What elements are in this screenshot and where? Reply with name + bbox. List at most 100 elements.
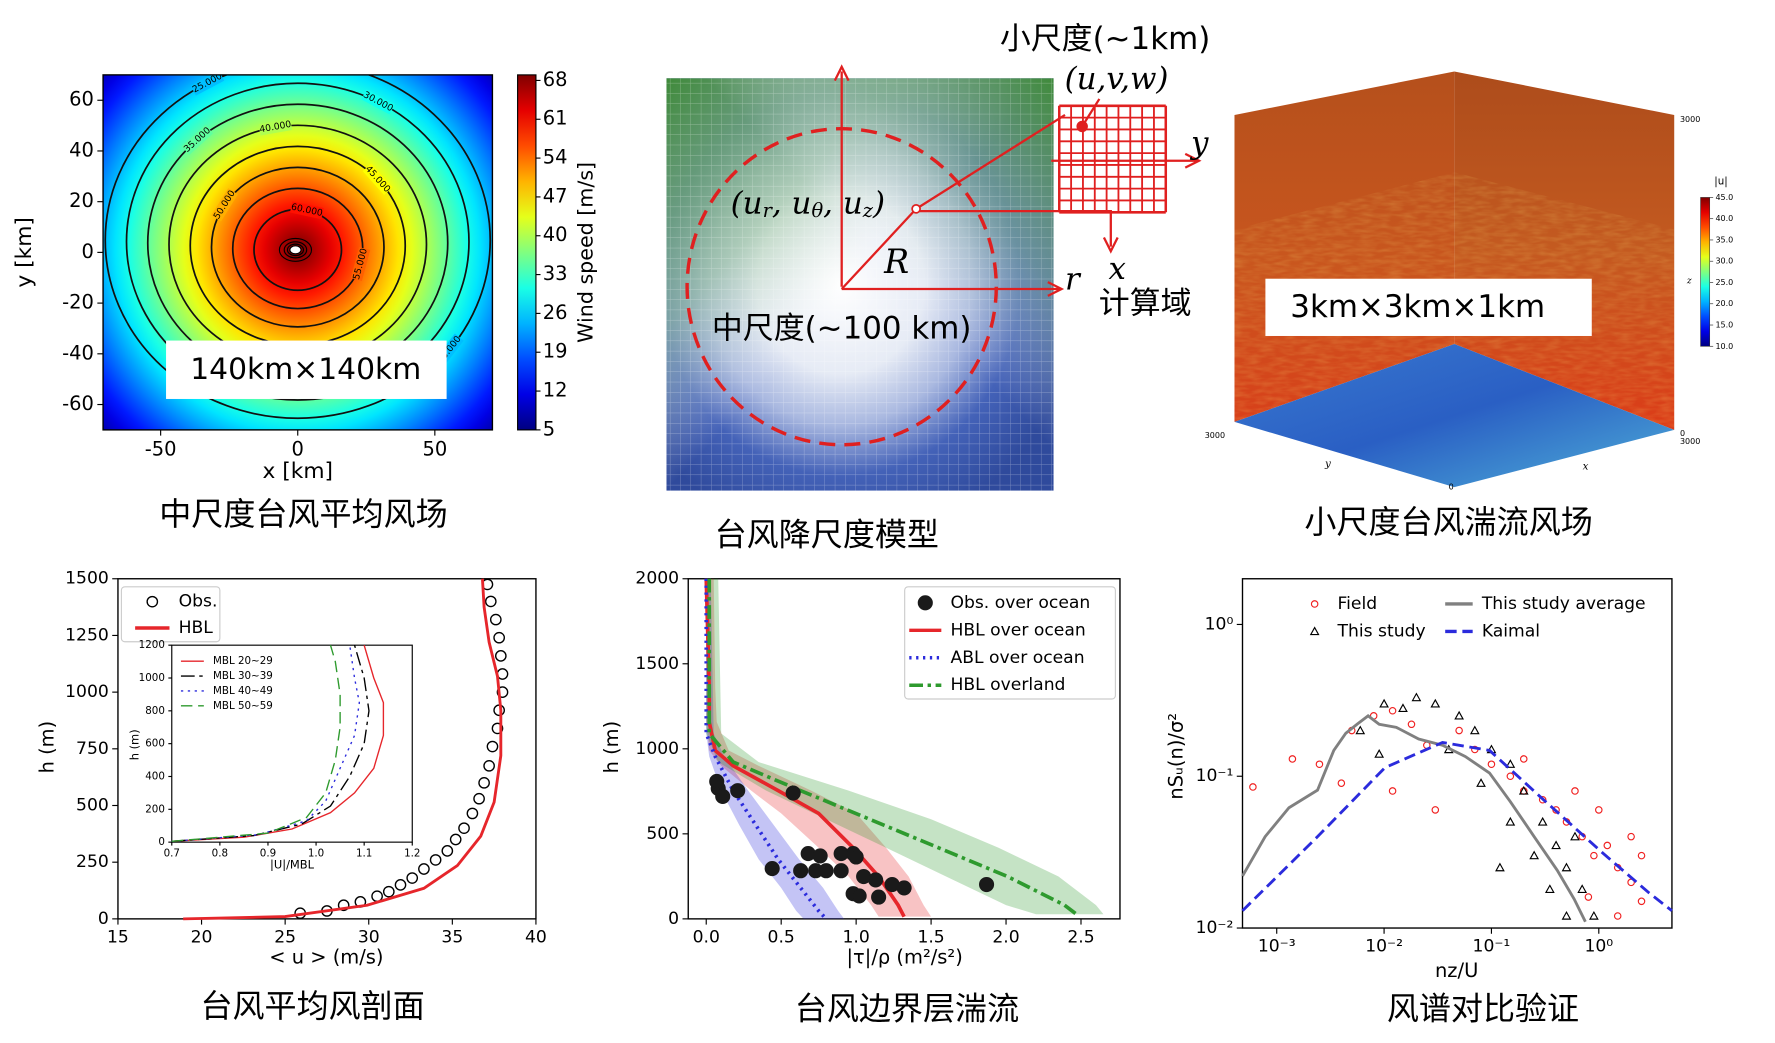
caption: 台风平均风剖面 [200,987,424,1025]
data-point [1590,851,1598,860]
x-axis-label: < u > (m/s) [269,945,383,968]
x-tick-label: 30 [358,927,380,947]
data-point [1476,778,1486,787]
y-tick-label: 20 [69,189,94,212]
colorbar-label: |u| [1714,175,1727,187]
data-point [1398,703,1408,713]
y-tick-label: 250 [76,852,109,872]
series-line [171,644,341,843]
data-point [1637,851,1646,860]
eye-contour [278,237,313,262]
contour-label-bg [190,74,225,96]
label: R [883,242,909,281]
contour-line [104,74,492,420]
data-point [800,846,816,862]
data-point [1455,726,1463,735]
data-point [1561,910,1572,920]
y-axis-label: y [km] [12,217,37,288]
x-tick-label: 40 [525,927,547,947]
label: y [1189,125,1209,161]
data-point [1571,787,1579,795]
legend-label: ABL over ocean [950,648,1084,668]
eye-contour [283,241,308,259]
x-tick-label: 1.1 [356,847,372,859]
y-tick-label: 10⁻² [1196,918,1234,938]
data-point [449,833,462,846]
data-point [1505,759,1516,768]
label-part: z [862,199,874,222]
contour-label-bg [258,118,293,136]
y-tick-label: 40 [69,138,94,161]
y-tick-label: 0 [98,909,109,929]
colorbar [1700,197,1711,347]
data-point [1584,893,1593,901]
data-point [484,595,497,608]
legend-label: Obs. over ocean [950,593,1090,613]
data-point [785,785,801,801]
axis-tick-label: 0 [1449,483,1454,492]
colorbar [517,74,537,431]
data-point [337,899,350,912]
data-point [483,759,495,772]
data-point [1551,840,1561,850]
data-point [1506,772,1515,781]
contour-label: 40.000 [259,119,293,135]
x-axis-label: x [km] [262,459,333,484]
y-tick-label: -20 [62,291,94,314]
x-tick-label: 1.5 [917,927,944,947]
caption: 小尺度台风湍流风场 [1304,503,1592,541]
y-tick-label: 0 [82,240,94,263]
colorbar-tick-label: 40 [543,223,568,246]
x-tick-label: 10⁰ [1584,937,1613,957]
colorbar-tick-label: 19 [543,340,568,363]
x-tick-label: 0.5 [768,927,795,947]
legend-label: MBL 40~49 [213,685,273,697]
data-point [1637,897,1646,906]
x-tick-label: 0.7 [164,847,180,859]
data-point [489,613,502,626]
x-tick-label: 1.0 [308,847,324,859]
contour-label-bg [362,163,393,195]
series-line [1241,740,1673,912]
colorbar-tick-label: 5 [543,417,555,440]
legend-marker [1310,600,1319,608]
x-tick-label: 10⁻³ [1258,937,1296,957]
domain-arrow [1051,152,1202,169]
y-tick-label: 500 [646,824,679,844]
data-point [1519,755,1528,763]
data-point [884,876,900,893]
series-line [1241,714,1587,923]
data-point [1487,760,1496,769]
data-point [494,650,507,662]
legend-box [904,586,1116,700]
point [911,204,921,214]
colorbar-tick-label: 15.0 [1715,321,1733,330]
data-point [1315,760,1324,769]
colorbar-tick-label: 61 [543,107,568,130]
x-tick-label: 0.8 [212,847,228,859]
contour-label-bg [361,89,395,115]
data-point [1627,832,1635,841]
label: r [1065,262,1082,298]
axis-tick-label: 3000 [1205,431,1225,440]
data-point [1407,720,1416,729]
data-point [833,863,849,879]
data-point [715,788,731,804]
legend-label: This study [1337,621,1426,641]
colorbar-tick-label: 45.0 [1715,193,1733,202]
legend-marker [917,595,933,611]
computational-grid [1058,104,1168,214]
inset-background [171,645,413,843]
x-tick-label: 1.2 [404,847,420,859]
x-tick-label: 1.0 [842,927,869,947]
y-tick-label: 500 [76,796,109,816]
satellite-pixels [666,78,1054,491]
y-tick-label: 1200 [139,639,165,651]
label: (u,v,w) [1065,61,1169,97]
data-point [1495,862,1505,872]
colorbar-tick-label: 26 [543,301,568,324]
legend-marker [1309,626,1320,636]
y-tick-label: 600 [145,738,165,750]
series-line [707,578,1078,916]
legend-label: HBL over ocean [950,620,1085,640]
